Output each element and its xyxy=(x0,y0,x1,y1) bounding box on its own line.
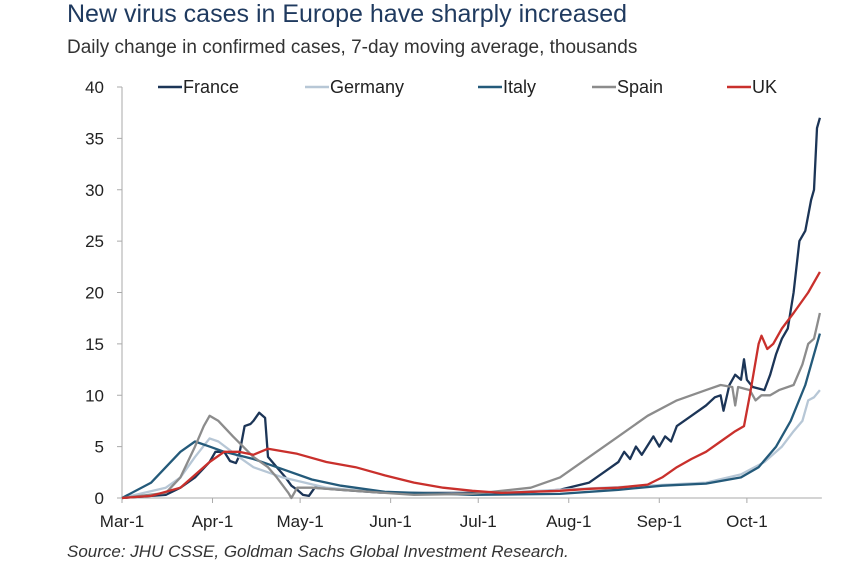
x-tick-label: May-1 xyxy=(277,512,324,531)
legend-label-spain: Spain xyxy=(617,77,663,97)
x-tick-label: Jul-1 xyxy=(460,512,497,531)
y-tick-label: 20 xyxy=(85,284,104,303)
x-tick-label: Oct-1 xyxy=(726,512,768,531)
legend-label-uk: UK xyxy=(752,77,777,97)
series-line-spain xyxy=(121,312,822,500)
legend-label-italy: Italy xyxy=(503,77,536,97)
x-tick-label: Sep-1 xyxy=(637,512,682,531)
legend-label-germany: Germany xyxy=(330,77,404,97)
chart-source: Source: JHU CSSE, Goldman Sachs Global I… xyxy=(67,542,569,561)
y-tick-label: 5 xyxy=(95,438,104,457)
x-tick-label: Apr-1 xyxy=(192,512,234,531)
x-tick-label: Jun-1 xyxy=(369,512,412,531)
y-tick-label: 25 xyxy=(85,232,104,251)
series-line-france xyxy=(121,117,822,500)
y-tick-label: 15 xyxy=(85,335,104,354)
y-tick-label: 40 xyxy=(85,78,104,97)
y-tick-label: 30 xyxy=(85,181,104,200)
legend-label-france: France xyxy=(183,77,239,97)
x-tick-label: Aug-1 xyxy=(546,512,591,531)
series-line-italy xyxy=(121,333,822,500)
x-tick-label: Mar-1 xyxy=(100,512,144,531)
y-tick-label: 35 xyxy=(85,129,104,148)
y-tick-label: 10 xyxy=(85,386,104,405)
y-tick-label: 0 xyxy=(95,489,104,508)
series-line-uk xyxy=(121,271,821,500)
chart-title: New virus cases in Europe have sharply i… xyxy=(67,0,627,28)
chart-subtitle: Daily change in confirmed cases, 7-day m… xyxy=(67,37,638,58)
